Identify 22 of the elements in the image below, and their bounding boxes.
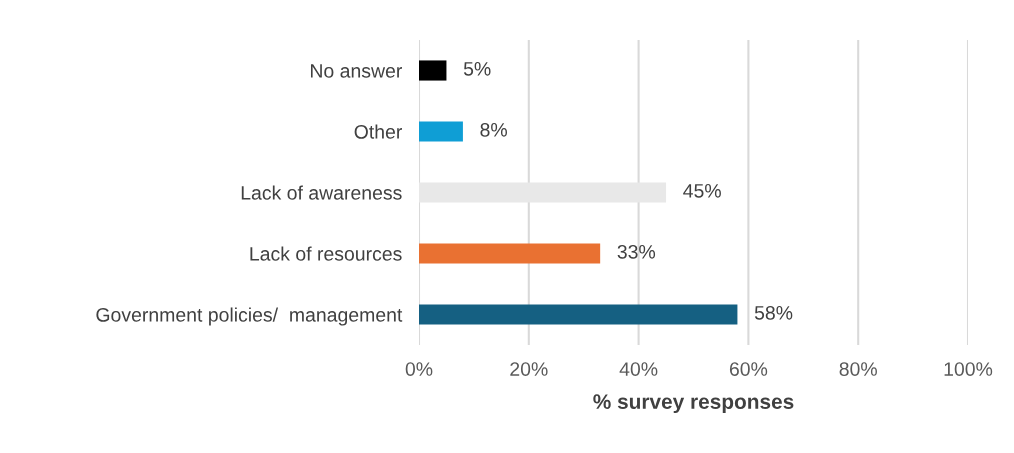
- x-axis-title: % survey responses: [593, 394, 794, 414]
- y-tick-label: Lack of awareness: [241, 185, 402, 200]
- y-tick-label: Government policies/ management: [96, 307, 403, 326]
- x-tick-label: 40%: [619, 362, 658, 376]
- y-tick-label: Lack of resources: [250, 246, 402, 261]
- bar: [419, 182, 667, 203]
- data-label: 45%: [683, 184, 721, 198]
- data-label: 33%: [617, 244, 656, 259]
- y-tick-label: Other: [354, 124, 403, 139]
- data-label: 58%: [754, 305, 793, 320]
- bar: [419, 304, 738, 325]
- bar: [419, 121, 463, 142]
- x-tick-label: 60%: [729, 362, 768, 376]
- x-tick-label: 100%: [944, 362, 993, 376]
- bar: [419, 243, 601, 264]
- x-tick-label: 80%: [839, 362, 877, 376]
- data-label: 5%: [463, 62, 491, 76]
- x-tick-label: 20%: [510, 362, 548, 376]
- bar: [419, 60, 447, 81]
- data-label: 8%: [480, 122, 507, 137]
- x-tick-label: 0%: [405, 362, 433, 376]
- y-tick-label: No answer: [310, 64, 403, 78]
